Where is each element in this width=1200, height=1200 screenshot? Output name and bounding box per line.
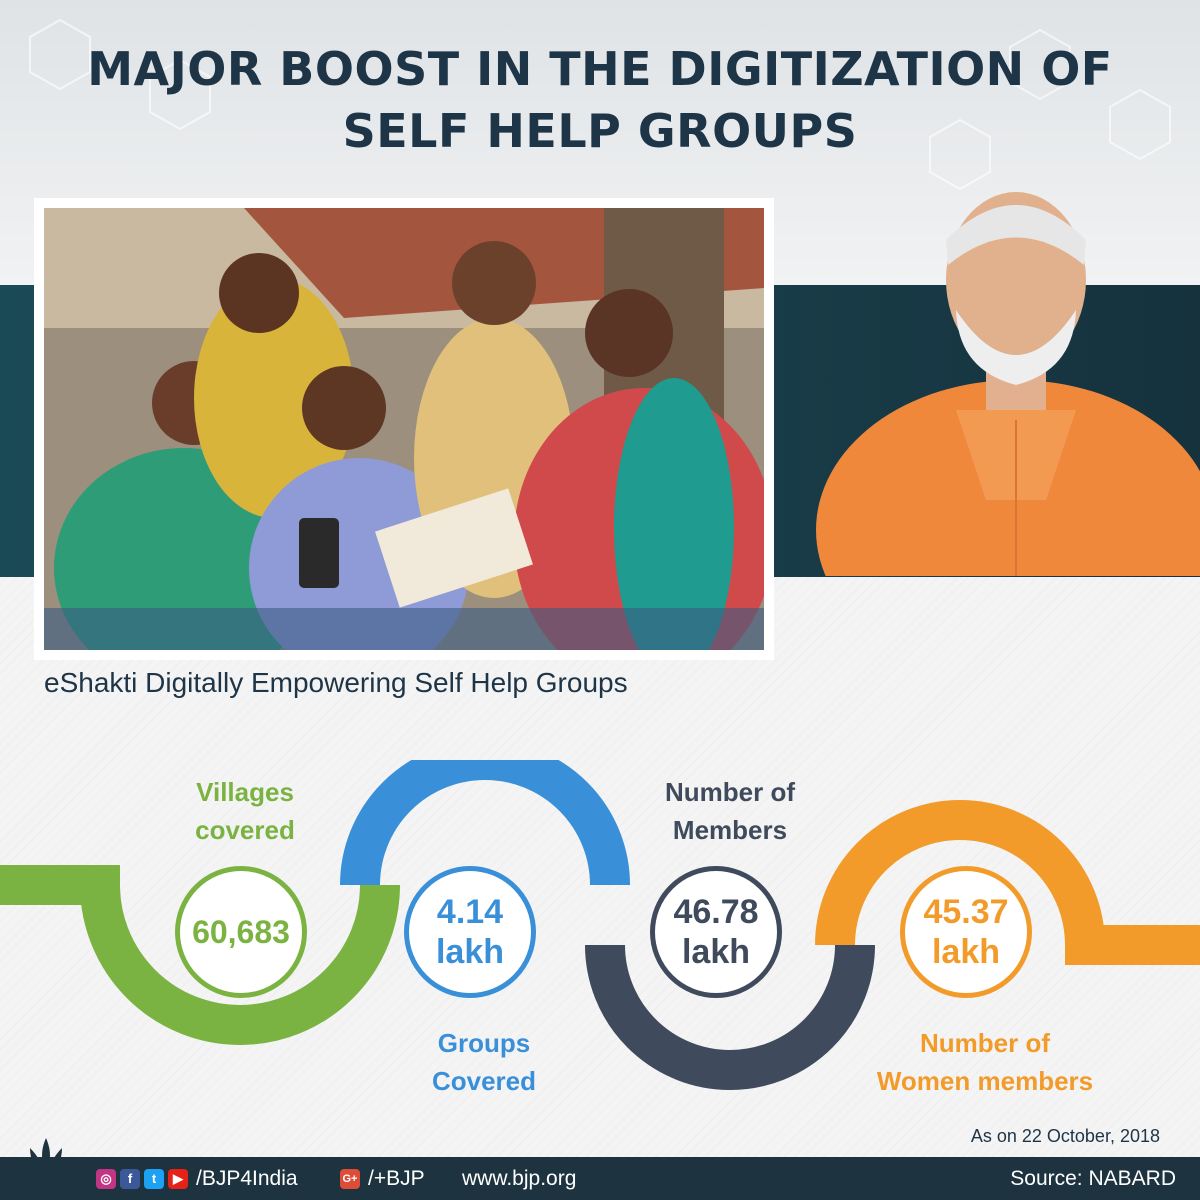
as-on-date: As on 22 October, 2018 <box>970 1126 1160 1146</box>
gplus-link: G+ /+BJP <box>340 1167 425 1191</box>
gplus-handle[interactable]: /+BJP <box>368 1167 425 1190</box>
women-label: Number of Women members <box>860 1024 1110 1100</box>
hexagon-pattern-decoration <box>29 18 1171 191</box>
groups-value-circle: 4.14 lakh <box>404 866 536 998</box>
title-line-1: MAJOR BOOST IN THE DIGITIZATION OF <box>87 42 1113 96</box>
source-text: Source: NABARD <box>1010 1167 1176 1190</box>
footer-bar: ◎ f t ▶ /BJP4India G+ /+BJP www.bjp.org … <box>0 1157 1200 1200</box>
wave-green-segment <box>0 865 400 1045</box>
groups-unit: lakh <box>435 933 505 971</box>
women-value-circle: 45.37 lakh <box>900 866 1032 998</box>
wave-blue-segment <box>340 760 630 886</box>
members-label-line1: Number of <box>665 777 795 807</box>
page-title: MAJOR BOOST IN THE DIGITIZATION OF SELF … <box>60 38 1140 162</box>
website-link: www.bjp.org <box>462 1167 576 1191</box>
photo-caption: eShakti Digitally Empowering Self Help G… <box>44 667 628 698</box>
villages-value: 60,683 <box>192 914 290 950</box>
twitter-icon[interactable]: t <box>144 1169 164 1189</box>
members-label-line2: Members <box>672 815 788 845</box>
members-value-circle: 46.78 lakh <box>650 866 782 998</box>
women-group-photo-illustration <box>44 208 764 650</box>
instagram-icon[interactable]: ◎ <box>96 1169 116 1189</box>
group-photo <box>34 198 774 660</box>
social-links: ◎ f t ▶ /BJP4India <box>96 1167 298 1191</box>
youtube-icon[interactable]: ▶ <box>168 1169 188 1189</box>
groups-label-line1: Groups <box>437 1028 531 1058</box>
villages-label-line1: Villages <box>196 777 294 807</box>
groups-value: 4.14 <box>436 893 504 931</box>
website-url[interactable]: www.bjp.org <box>462 1167 577 1190</box>
villages-label-line2: covered <box>195 815 295 845</box>
google-plus-icon[interactable]: G+ <box>340 1169 360 1189</box>
leader-portrait <box>816 192 1200 576</box>
facebook-icon[interactable]: f <box>120 1169 140 1189</box>
villages-value-circle: 60,683 <box>175 866 307 998</box>
groups-label-line2: Covered <box>431 1066 537 1096</box>
wave-orange-segment <box>815 800 1200 965</box>
members-unit: lakh <box>681 933 751 971</box>
villages-label: Villages covered <box>150 773 340 849</box>
members-label: Number of Members <box>620 773 840 849</box>
stats-wave-path <box>0 760 1200 1090</box>
wave-slate-segment <box>585 944 875 1090</box>
women-label-line2: Women members <box>876 1066 1094 1096</box>
social-handle[interactable]: /BJP4India <box>196 1167 298 1190</box>
source-note: Source: NABARD <box>1010 1167 1176 1191</box>
women-label-line1: Number of <box>920 1028 1050 1058</box>
women-unit: lakh <box>931 933 1001 971</box>
women-value: 45.37 <box>923 893 1009 931</box>
title-line-2: SELF HELP GROUPS <box>342 104 858 158</box>
members-value: 46.78 <box>673 893 759 931</box>
groups-label: Groups Covered <box>384 1024 584 1100</box>
